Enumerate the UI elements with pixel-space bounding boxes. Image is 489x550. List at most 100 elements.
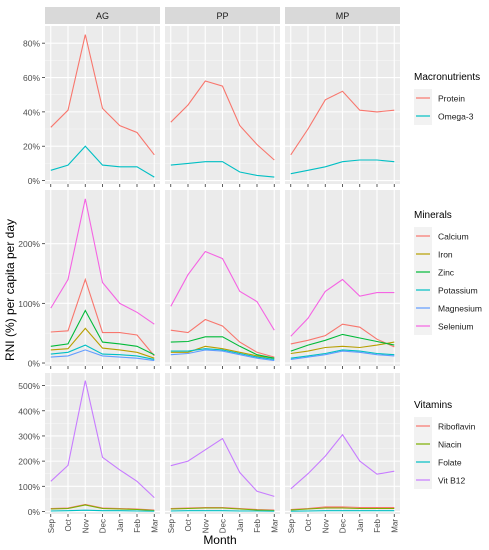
x-tick-label: Feb (133, 518, 142, 532)
series-line-omega-3 (290, 159, 395, 175)
y-tick-label: 60% (23, 73, 40, 83)
panel-mp-row-2 (285, 190, 400, 369)
legend-item-label: Calcium (438, 232, 469, 242)
x-tick-label: Jan (356, 519, 365, 532)
x-tick-label: Dec (339, 519, 348, 533)
panel-mp-row-1: MP (285, 7, 400, 187)
legend-item-label: Omega-3 (438, 112, 474, 122)
series-line-iron (290, 341, 395, 355)
x-tick-label: Nov (201, 519, 210, 533)
legend-macronutrients: Macronutrients Protein Omega-3 (414, 72, 480, 125)
series-line-folate (50, 509, 155, 512)
y-tick-label: 100% (18, 299, 40, 309)
series-line-niacin (290, 507, 395, 511)
panel-ag-row-2 (45, 190, 160, 369)
series-line-magnesium (50, 349, 155, 362)
x-tick-label: Jan (116, 519, 125, 532)
facet-label: MP (336, 11, 350, 21)
legend-item-label: Potassium (438, 286, 478, 296)
y-tick-label: 80% (23, 39, 40, 49)
legend-item-label: Selenium (438, 322, 473, 332)
legend-item-label: Zinc (438, 268, 455, 278)
x-tick-label: Feb (373, 518, 382, 532)
panel-ag-row-1: AG (45, 7, 160, 187)
x-tick-label: Mar (150, 519, 159, 533)
series-line-calcium (290, 323, 395, 348)
series-line-magnesium (290, 350, 395, 360)
series-line-omega-3 (170, 161, 275, 178)
panel-pp-row-2 (165, 190, 280, 369)
legend-item-label: Vit B12 (438, 476, 466, 486)
x-axis-title: Month (203, 533, 236, 547)
series-line-niacin (50, 504, 155, 512)
series-line-iron (170, 345, 275, 359)
y-tick-label: 20% (23, 142, 40, 152)
legend-title: Minerals (414, 210, 452, 221)
x-tick-label: Nov (321, 519, 330, 533)
series-line-potassium (290, 349, 395, 359)
series-line-zinc (290, 333, 395, 352)
series-line-vit-b12 (50, 380, 155, 499)
chart-legends: Macronutrients Protein Omega-3 Minerals Calc… (414, 72, 482, 489)
y-tick-label: 0% (28, 507, 41, 517)
facet-strip (285, 7, 400, 24)
x-tick-label: Mar (390, 519, 399, 533)
series-line-vit-b12 (170, 437, 275, 497)
legend-item-label: Riboflavin (438, 422, 476, 432)
legend-title: Macronutrients (414, 72, 480, 83)
y-tick-label: 0% (28, 359, 41, 369)
series-line-protein (290, 90, 395, 156)
series-line-folate (290, 510, 395, 512)
series-line-protein (170, 80, 275, 161)
x-tick-label: Oct (64, 518, 73, 531)
series-line-potassium (170, 348, 275, 360)
facet-label: AG (96, 11, 109, 21)
panel-mp-row-3: Sep Oct Nov Dec Jan Feb Mar (285, 373, 400, 533)
series-line-selenium (290, 278, 395, 337)
legend-vitamins: Vitamins Riboflavin Niacin Folate Vit B12 (414, 400, 476, 489)
series-line-calcium (50, 277, 155, 357)
x-tick-label: Mar (270, 519, 279, 533)
series-line-folate (170, 510, 275, 512)
x-tick-label: Sep (167, 518, 176, 533)
legend-item-label: Magnesium (438, 304, 482, 314)
series-line-omega-3 (50, 145, 155, 178)
y-tick-label: 200% (18, 239, 40, 249)
series-line-calcium (170, 318, 275, 358)
series-line-magnesium (170, 349, 275, 362)
x-tick-label: Oct (184, 518, 193, 531)
x-tick-label: Dec (219, 519, 228, 533)
panel-ag-row-3: Sep Oct Nov Dec Jan Feb Mar (45, 373, 160, 533)
series-line-zinc (170, 336, 275, 359)
series-line-iron (50, 327, 155, 359)
x-tick-label: Feb (253, 518, 262, 532)
y-tick-label: 100% (18, 482, 40, 492)
series-line-niacin (170, 507, 275, 512)
x-tick-label: Oct (304, 518, 313, 531)
x-tick-label: Jan (236, 519, 245, 532)
series-line-selenium (50, 198, 155, 325)
x-tick-label: Sep (47, 518, 56, 533)
legend-item-label: Niacin (438, 440, 462, 450)
series-line-protein (50, 34, 155, 156)
facet-strip (165, 7, 280, 24)
y-tick-label: 500% (18, 381, 40, 391)
panel-pp-row-1: PP (165, 7, 280, 187)
legend-title: Vitamins (414, 400, 452, 411)
legend-item-label: Protein (438, 94, 465, 104)
legend-item-label: Folate (438, 458, 462, 468)
x-tick-label: Dec (99, 519, 108, 533)
legend-minerals: Minerals Calcium Iron Zinc Potassium Magnesiu… (414, 210, 482, 335)
x-tick-label: Sep (287, 518, 296, 533)
series-line-vit-b12 (290, 433, 395, 490)
y-axis-title: RNI (%) per capita per day (3, 219, 17, 361)
series-line-potassium (50, 344, 155, 360)
facet-label: PP (216, 11, 228, 21)
panel-pp-row-3: Sep Oct Nov Dec Jan Feb Mar (165, 373, 280, 533)
chart-panels: 0% 20% 40% 60% 80% AG PP MP 0% 100% 200% 0% 100% 200%… (18, 7, 400, 533)
x-tick-label: Nov (81, 519, 90, 533)
facet-strip (45, 7, 160, 24)
y-tick-label: 200% (18, 457, 40, 467)
y-tick-label: 400% (18, 406, 40, 416)
